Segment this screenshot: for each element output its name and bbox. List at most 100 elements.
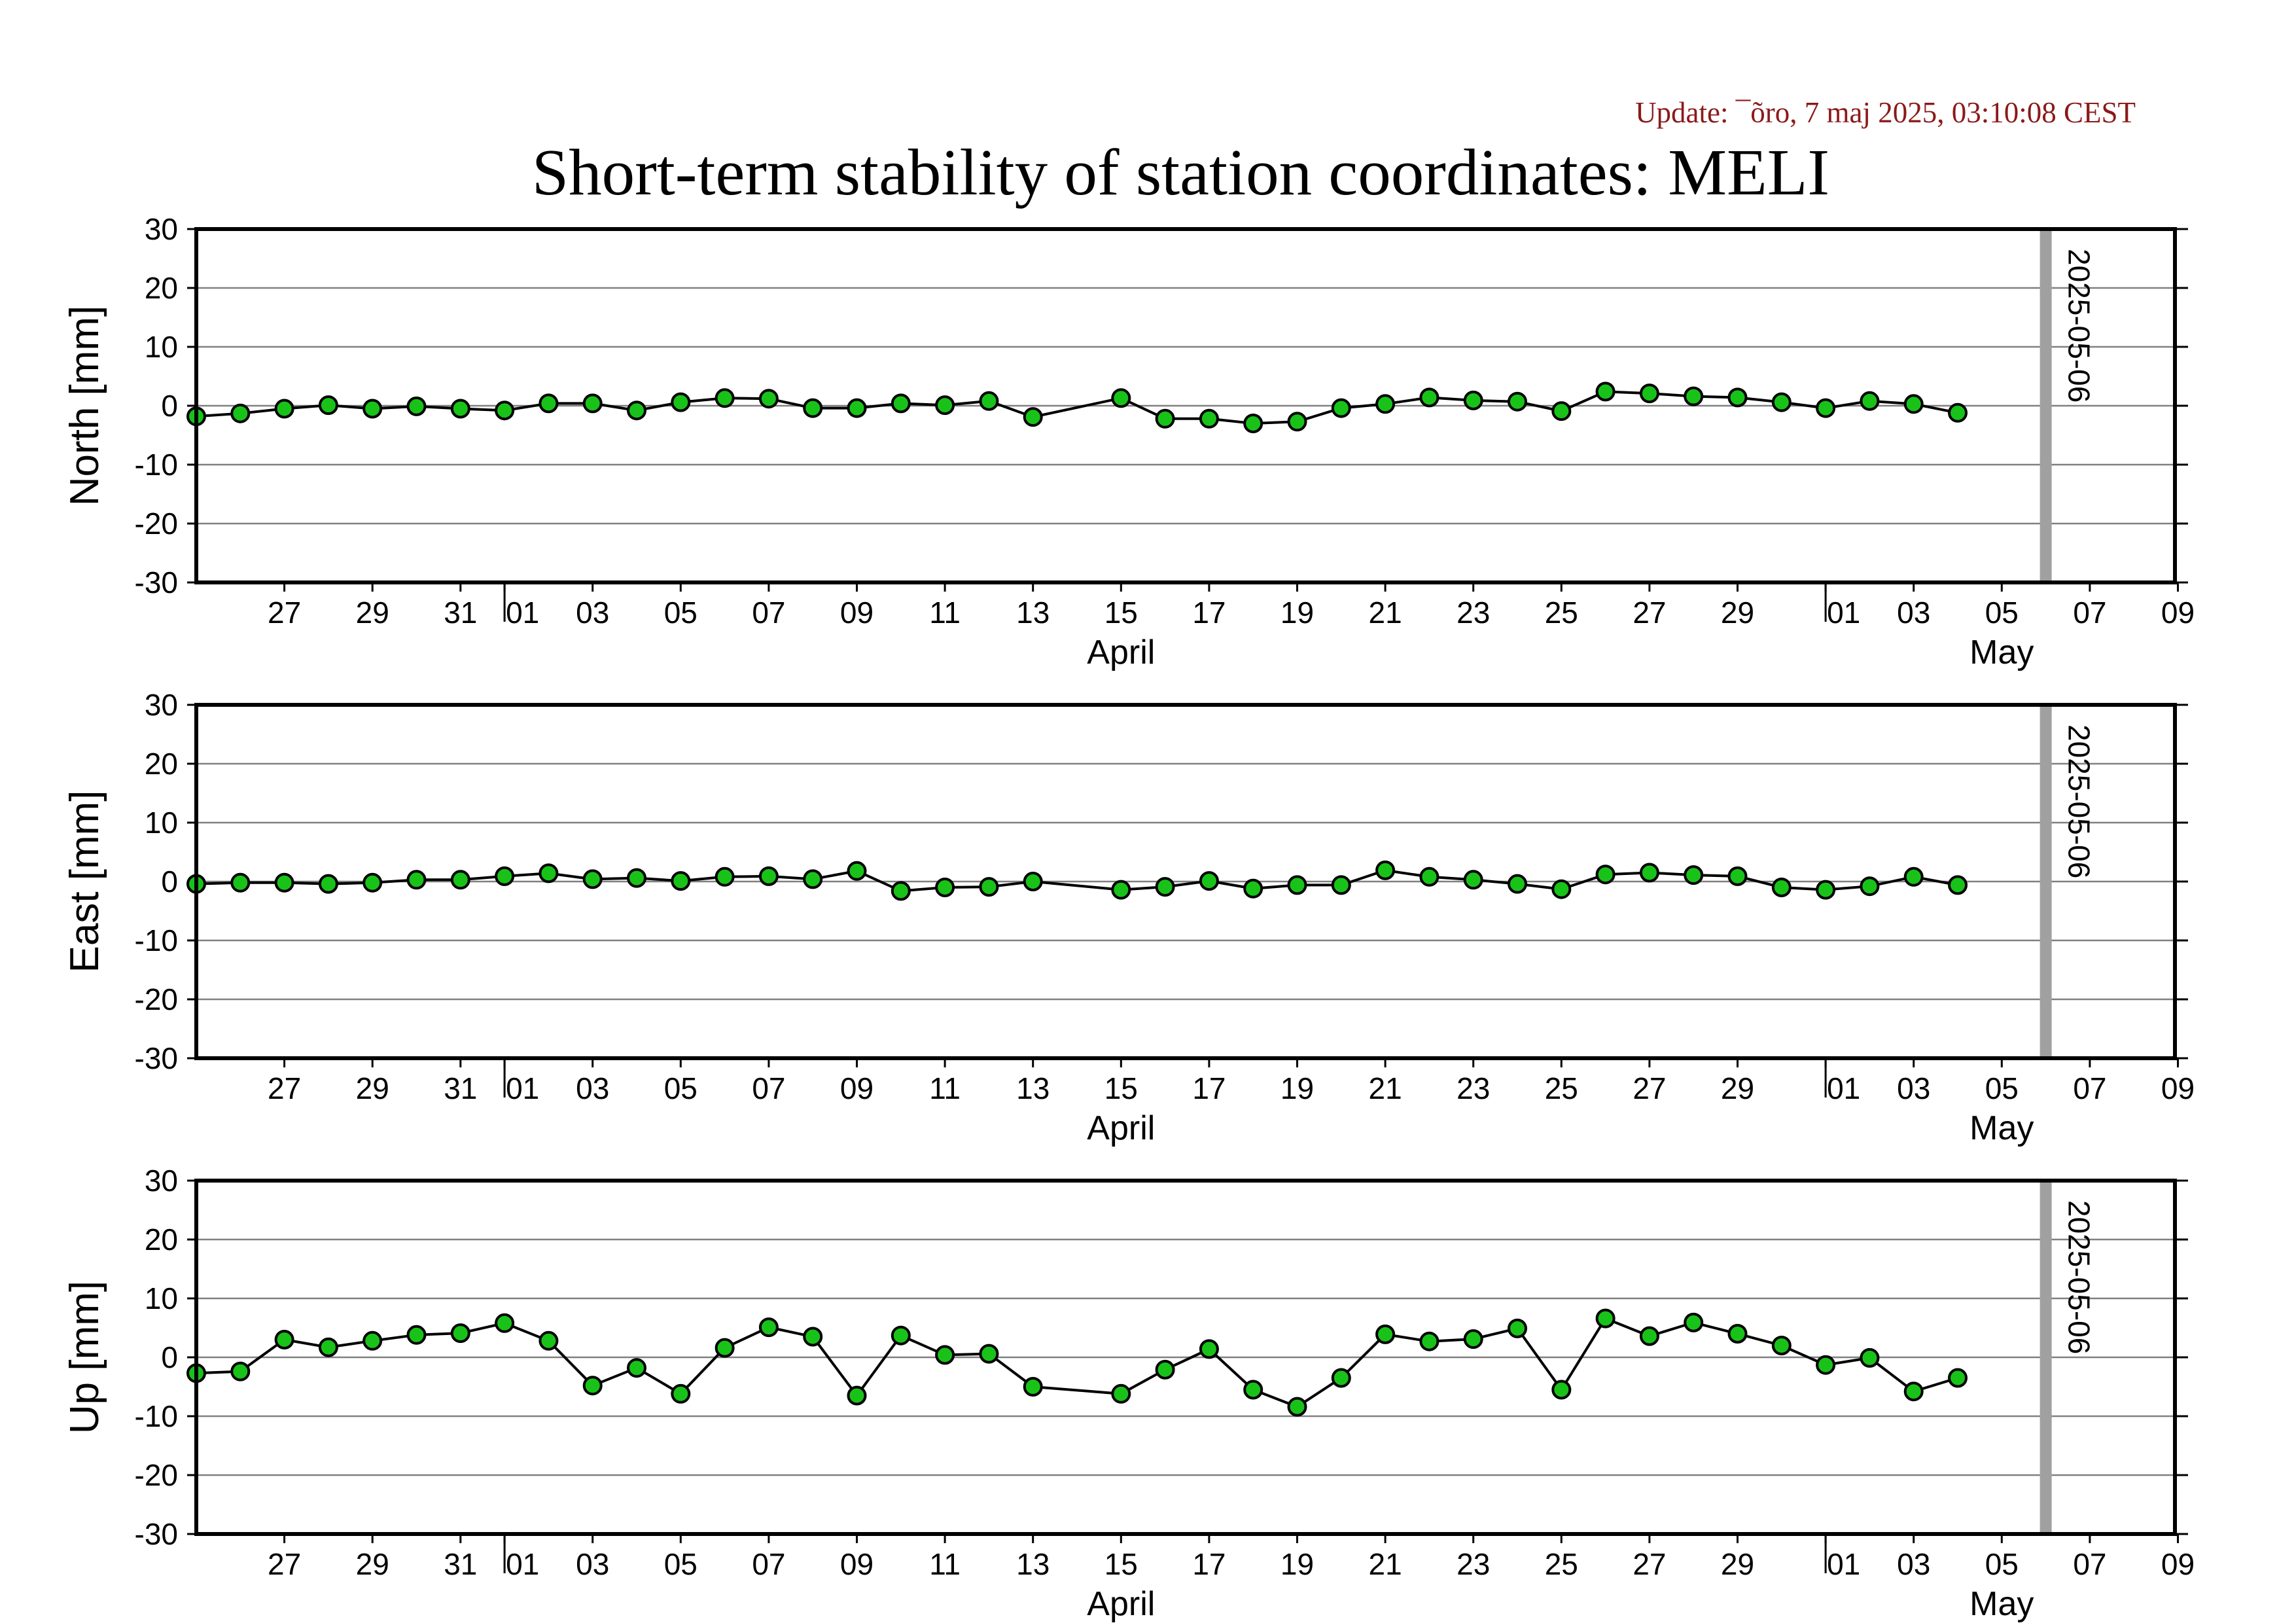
panel-0: 30 20 10 0 -10 -20 -30 2025-05-06 27 29 31 01 03 05 07… (62, 212, 2195, 671)
plot-frame (194, 1179, 2177, 1536)
x-tick-label: 21 (1369, 596, 1402, 630)
x-tick-label: 01 (1827, 1547, 1860, 1581)
x-tick-label: 03 (576, 1071, 609, 1105)
data-point (230, 1361, 251, 1382)
y-tick-label: 30 (145, 212, 178, 246)
y-tick-label: 0 (161, 1340, 178, 1374)
x-tick-label: 03 (576, 1547, 609, 1581)
data-point (582, 1376, 603, 1396)
data-point (715, 866, 735, 887)
x-tick-label: 03 (1897, 596, 1930, 630)
data-point (847, 1385, 867, 1406)
x-tick-label: 17 (1192, 1547, 1226, 1581)
data-point (318, 395, 338, 416)
data-point (715, 1338, 735, 1358)
data-point (935, 395, 955, 416)
x-tick-label: 31 (444, 596, 477, 630)
x-tick-label: 25 (1545, 1071, 1578, 1105)
data-point (539, 1330, 559, 1351)
month-label: April (1087, 1109, 1155, 1147)
data-point (1155, 408, 1175, 429)
data-point (230, 403, 251, 423)
data-point (671, 1383, 691, 1404)
data-point (1199, 1339, 1219, 1359)
data-point (1463, 390, 1483, 410)
x-tick-label: 05 (664, 1071, 698, 1105)
data-point (715, 388, 735, 408)
data-point (803, 869, 823, 889)
data-point (1199, 871, 1219, 891)
x-tick-label: 29 (1721, 1547, 1754, 1581)
x-tick-label: 05 (664, 596, 698, 630)
x-tick-label: 29 (1721, 596, 1754, 630)
data-point (1375, 1324, 1396, 1344)
data-point (406, 396, 427, 416)
series-line (196, 868, 1958, 893)
panel-2: 30 20 10 0 -10 -20 -30 2025-05-06 27 29 31 01 03 05 07… (62, 1164, 2195, 1623)
data-point (1860, 876, 1880, 897)
x-tick-label: 15 (1104, 1071, 1138, 1105)
data-point (1551, 879, 1572, 899)
y-tick-label: 30 (145, 688, 178, 722)
data-point (891, 1325, 911, 1346)
plot-frame (194, 703, 2177, 1060)
x-tick-label: 09 (2161, 1071, 2195, 1105)
data-point (1243, 1380, 1263, 1400)
data-point (1023, 407, 1043, 427)
data-point (1816, 1355, 1836, 1375)
data-point (1375, 394, 1396, 414)
data-point (1331, 1368, 1351, 1388)
data-point (1595, 1308, 1616, 1329)
data-point (1243, 878, 1263, 899)
y-tick-label: -10 (135, 448, 178, 482)
x-tick-label: 15 (1104, 596, 1138, 630)
x-tick-label: 23 (1457, 1071, 1490, 1105)
y-axis-label: East [mm] (62, 790, 107, 972)
x-tick-label: 15 (1104, 1547, 1138, 1581)
data-point (495, 1313, 515, 1333)
x-tick-label: 21 (1369, 1547, 1402, 1581)
x-tick-label: 17 (1192, 596, 1226, 630)
x-tick-label: 29 (1721, 1071, 1754, 1105)
data-point (1508, 1318, 1527, 1338)
x-tick-label: 01 (1827, 1071, 1860, 1105)
y-tick-label: 0 (161, 389, 178, 423)
x-tick-label: 31 (444, 1547, 477, 1581)
data-point (318, 874, 338, 894)
series-line (196, 1317, 1958, 1408)
data-point (1375, 860, 1396, 880)
data-point (847, 861, 867, 881)
y-tick-label: -30 (135, 1517, 178, 1551)
data-point (1111, 880, 1131, 900)
data-point (1684, 865, 1704, 885)
x-tick-label: 11 (929, 1547, 961, 1581)
x-tick-label: 07 (752, 596, 785, 630)
data-point (1419, 387, 1439, 408)
y-tick-label: -20 (135, 1458, 178, 1492)
x-tick-label: 23 (1457, 1547, 1490, 1581)
month-label: May (1969, 633, 2034, 671)
x-tick-label: 07 (752, 1071, 785, 1105)
data-point (1595, 865, 1616, 885)
data-point (1508, 391, 1527, 412)
data-point (1639, 863, 1659, 883)
data-point (1948, 875, 1968, 895)
data-point (758, 866, 779, 886)
data-point (1860, 391, 1880, 411)
data-point (1816, 880, 1836, 900)
x-tick-label: 29 (356, 596, 389, 630)
x-tick-label: 27 (1633, 1547, 1666, 1581)
data-point (1199, 408, 1219, 429)
data-point (1419, 866, 1439, 887)
x-tick-label: 03 (576, 596, 609, 630)
data-point (318, 1337, 338, 1357)
update-timestamp: Update: ¯õro, 7 maj 2025, 03:10:08 CEST (1635, 96, 2136, 129)
month-label: May (1969, 1585, 2034, 1623)
data-point (847, 398, 867, 418)
data-point (627, 868, 646, 888)
data-point (362, 399, 383, 419)
x-tick-label: 27 (1633, 596, 1666, 630)
data-point (1903, 1382, 1924, 1402)
data-point (1727, 387, 1748, 408)
